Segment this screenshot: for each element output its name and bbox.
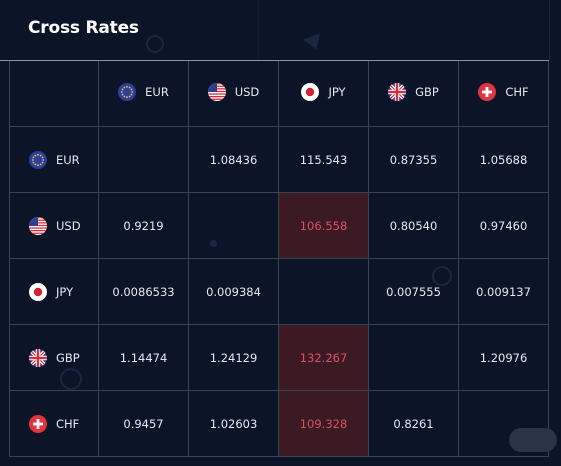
rate-cell: 115.543 [278,126,369,193]
rate-cell: 132.267 [278,324,369,391]
rate-cell: 0.80540 [368,192,459,259]
row-header: EUR [9,126,99,193]
rate-cell: 109.328 [278,390,369,457]
ch-flag-icon [29,414,47,433]
table-row: EUR 1.08436 115.543 0.87355 1.05688 [9,126,549,193]
us-flag-icon [207,83,226,101]
column-header: GBP [368,61,459,127]
rate-cell: 0.009137 [458,258,549,325]
widget-header: Cross Rates [0,0,549,61]
rate-value: 0.009384 [206,284,261,299]
header-divider [549,0,550,60]
column-header: CHF [458,61,549,127]
rate-cell: 1.24129 [188,324,279,391]
rate-cell: 0.007555 [368,258,459,325]
column-header: USD [188,61,279,127]
rate-value: 106.558 [299,218,348,233]
empty-rate-cell [278,258,369,325]
rate-cell: 0.87355 [368,126,459,193]
rate-cell: 0.8261 [368,390,459,457]
rate-cell: 1.08436 [188,126,279,193]
row-header: GBP [9,324,99,391]
rate-cell: 1.02603 [188,390,279,457]
column-header: EUR [98,61,189,127]
rate-cell: 1.05688 [458,126,549,193]
row-header-label: GBP [56,350,80,365]
column-header-label: JPY [328,85,346,99]
row-header-label: JPY [56,284,74,299]
eu-flag-icon [29,150,47,169]
ch-flag-icon [478,83,497,101]
rate-value: 0.80540 [389,218,438,233]
rate-value: 1.24129 [209,350,258,365]
widget-title: Cross Rates [28,18,139,38]
rate-value: 0.9219 [123,218,164,233]
rate-value: 1.14474 [119,350,168,365]
rate-value: 115.543 [299,152,348,167]
rate-cell: 106.558 [278,192,369,259]
gb-flag-icon [388,83,407,101]
gb-flag-icon [29,348,47,367]
row-header-label: USD [56,218,81,233]
table-row: GBP 1.14474 1.24129 132.267 1.20976 [9,324,549,391]
rate-value: 0.97460 [479,218,528,233]
rate-value: 132.267 [299,350,348,365]
corner-cell [9,61,99,127]
rate-cell: 0.9219 [98,192,189,259]
rate-cell: 1.20976 [458,324,549,391]
rate-value: 0.8261 [393,416,434,431]
us-flag-icon [29,216,47,235]
column-header-label: EUR [145,85,169,99]
rate-value: 0.87355 [389,152,438,167]
row-header: CHF [9,390,99,457]
column-header-label: GBP [415,85,439,99]
rate-value: 0.0086533 [112,284,175,299]
rate-cell: 0.9457 [98,390,189,457]
jp-flag-icon [29,282,47,301]
jp-flag-icon [301,83,320,101]
rate-value: 109.328 [299,416,348,431]
rate-cell: 0.97460 [458,192,549,259]
scroll-toggle[interactable] [509,428,557,452]
rate-cell: 0.0086533 [98,258,189,325]
eu-flag-icon [118,83,137,101]
rate-value: 1.08436 [209,152,258,167]
rate-cell: 0.009384 [188,258,279,325]
rate-value: 0.009137 [476,284,531,299]
empty-rate-cell [368,324,459,391]
column-header-label: CHF [505,85,529,99]
table-row: JPY 0.0086533 0.009384 0.007555 0.009137 [9,258,549,325]
rate-value: 0.007555 [386,284,441,299]
row-header: JPY [9,258,99,325]
rate-value: 0.9457 [123,416,164,431]
rate-value: 1.05688 [479,152,528,167]
column-header-label: USD [234,85,260,99]
row-header: USD [9,192,99,259]
rate-value: 1.02603 [209,416,258,431]
rate-cell: 1.14474 [98,324,189,391]
row-header-label: CHF [56,416,80,431]
column-header: JPY [278,61,369,127]
table-row: CHF 0.9457 1.02603 109.328 0.8261 [9,390,549,457]
empty-rate-cell [98,126,189,193]
cross-rates-table: EUR USD JPY GBP CHF EUR 1.08436 115.543 0.8… [9,61,549,457]
table-header-row: EUR USD JPY GBP CHF [9,61,549,127]
rate-value: 1.20976 [479,350,528,365]
empty-rate-cell [188,192,279,259]
table-row: USD 0.9219 106.558 0.80540 0.97460 [9,192,549,259]
row-header-label: EUR [56,152,80,167]
